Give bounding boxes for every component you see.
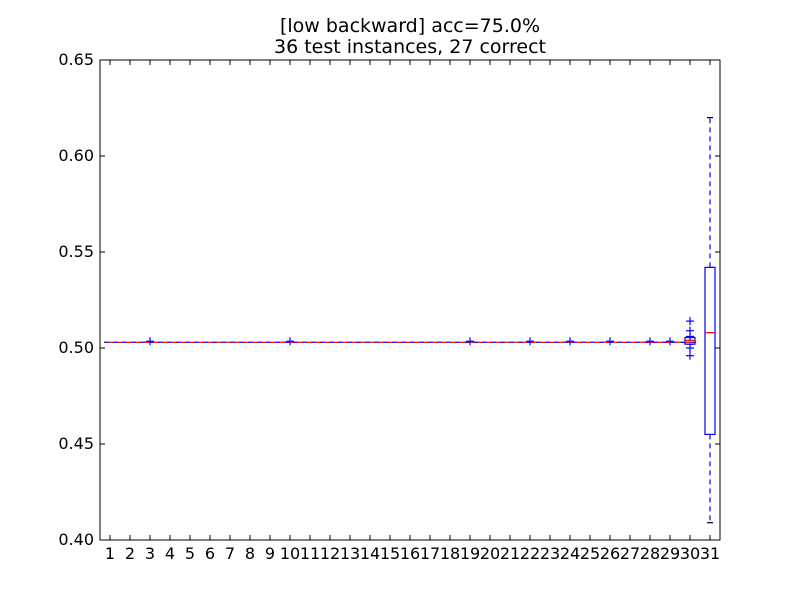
x-tick-label: 8 <box>245 544 255 563</box>
outlier-marker <box>686 344 694 352</box>
x-tick-label: 22 <box>520 544 540 563</box>
x-tick-label: 20 <box>480 544 500 563</box>
chart-title-line-2: 36 test instances, 27 correct <box>274 36 546 58</box>
x-tick-label: 26 <box>600 544 620 563</box>
plot-frame <box>99 59 721 541</box>
x-tick-label: 13 <box>340 544 360 563</box>
x-tick-label: 21 <box>500 544 520 563</box>
y-tick-label: 0.55 <box>58 242 94 261</box>
y-tick-label: 0.60 <box>58 146 94 165</box>
x-tick-label: 30 <box>680 544 700 563</box>
x-tick-label: 15 <box>380 544 400 563</box>
outlier-marker <box>686 317 694 326</box>
x-tick-label: 7 <box>225 544 235 563</box>
y-tick-label: 0.50 <box>58 338 94 357</box>
x-tick-label: 12 <box>320 544 340 563</box>
outlier-marker <box>466 337 474 346</box>
box-iqr <box>704 266 716 435</box>
x-tick-label: 18 <box>440 544 460 563</box>
x-tick-label: 16 <box>400 544 420 563</box>
x-tick-label: 5 <box>185 544 195 563</box>
x-tick-label: 31 <box>700 544 720 563</box>
x-tick-label: 10 <box>280 544 300 563</box>
outlier-marker <box>686 351 694 360</box>
y-tick-label: 0.40 <box>58 530 94 549</box>
plot-area <box>104 116 716 524</box>
outlier-marker <box>666 337 674 346</box>
x-tick-label: 25 <box>580 544 600 563</box>
y-tick-label: 0.65 <box>58 50 94 69</box>
outlier-marker <box>606 337 614 346</box>
x-tick-label: 6 <box>205 544 215 563</box>
x-tick-label: 3 <box>145 544 155 563</box>
x-tick-label: 11 <box>300 544 320 563</box>
outlier-marker <box>146 337 154 346</box>
x-tick-label: 27 <box>620 544 640 563</box>
x-tick-label: 2 <box>125 544 135 563</box>
outlier-marker <box>646 337 654 346</box>
x-tick-label: 19 <box>460 544 480 563</box>
x-tick-label: 17 <box>420 544 440 563</box>
outlier-marker <box>286 337 294 346</box>
x-tick-label: 4 <box>165 544 175 563</box>
outlier-marker <box>566 337 574 346</box>
x-tick-label: 14 <box>360 544 380 563</box>
x-tick-label: 23 <box>540 544 560 563</box>
axes: 0.400.450.500.550.600.651 2 3 4 5 6 7 8 9 10 11 12 1… <box>58 50 720 563</box>
outlier-marker <box>686 332 694 341</box>
x-tick-label: 1 <box>105 544 115 563</box>
x-tick-label: 29 <box>660 544 680 563</box>
x-tick-label: 24 <box>560 544 580 563</box>
chart-title-line-1: [low backward] acc=75.0% <box>280 15 540 37</box>
x-tick-label: 28 <box>640 544 660 563</box>
y-tick-label: 0.45 <box>58 434 94 453</box>
x-tick-label: 9 <box>265 544 275 563</box>
outlier-marker <box>526 337 534 346</box>
